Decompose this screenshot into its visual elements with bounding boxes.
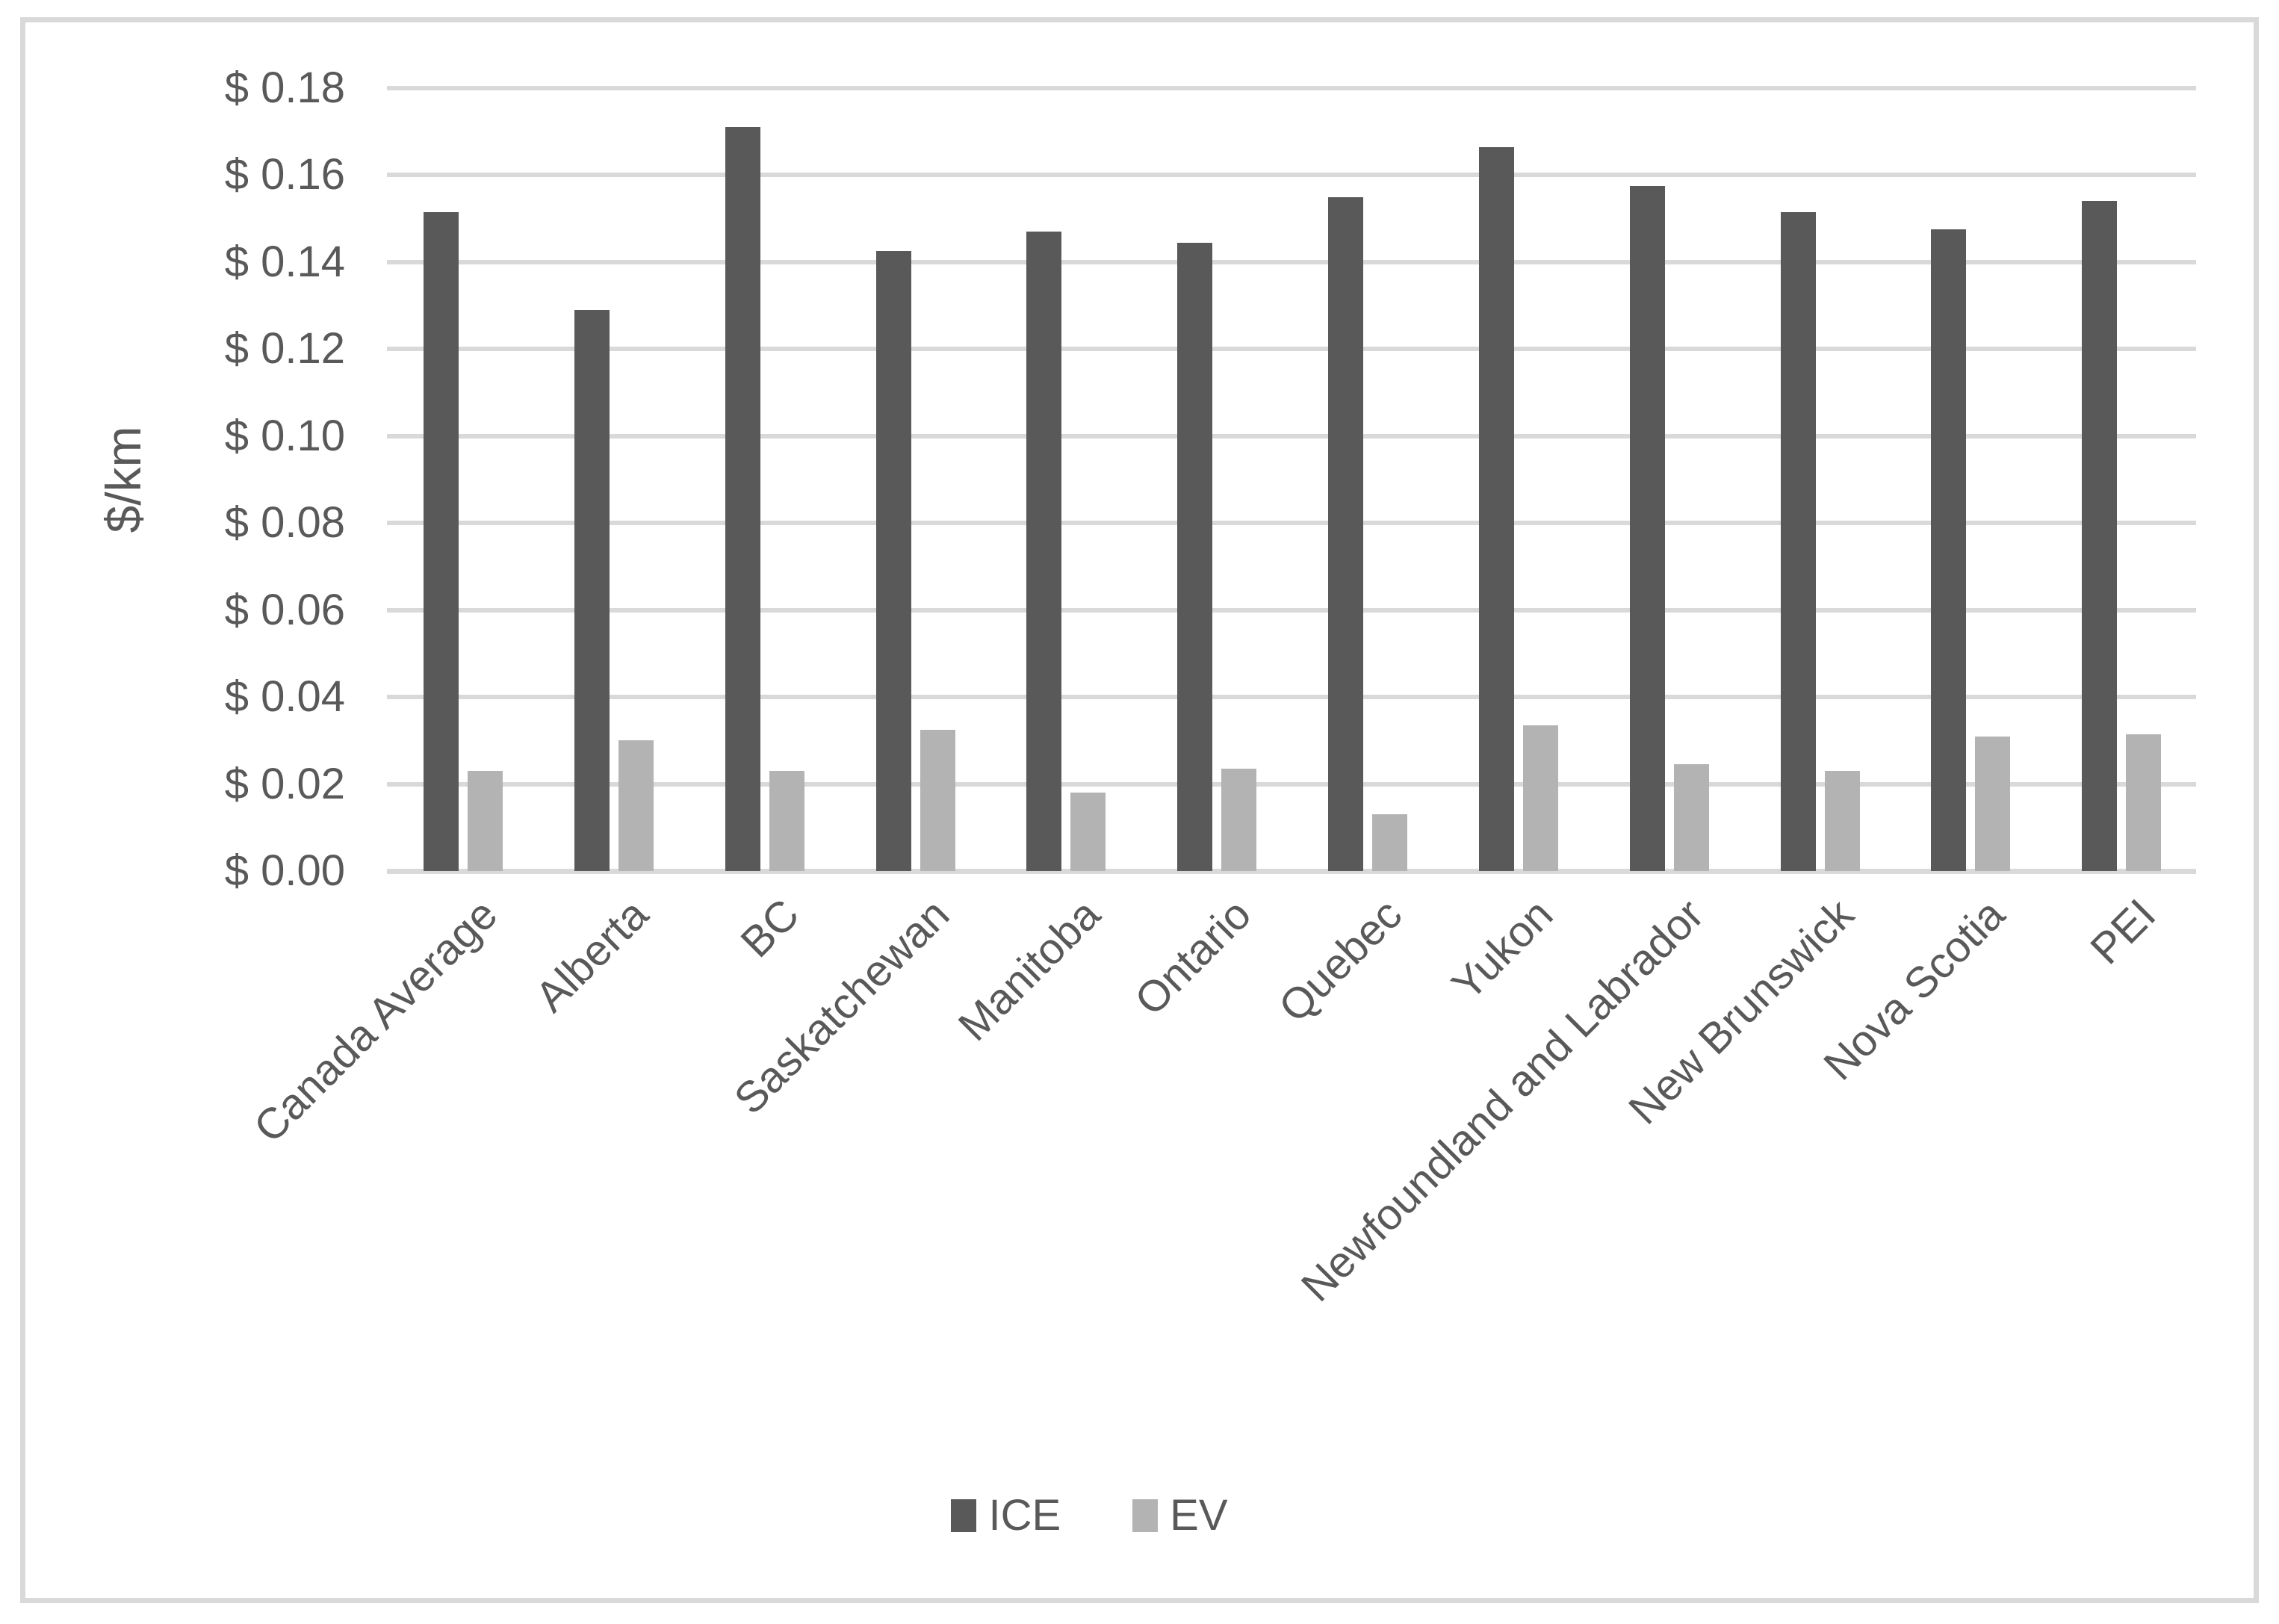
y-tick-label: $ 0.00 — [224, 846, 345, 895]
y-axis-title: $/km — [96, 426, 151, 533]
y-tick-label: $ 0.18 — [224, 63, 345, 112]
bar-ev-9 — [1674, 764, 1709, 871]
bar-ev-1 — [468, 771, 503, 871]
bar-ev-3 — [769, 771, 804, 871]
bar-ice-11 — [1931, 229, 1966, 871]
bar-ev-6 — [1221, 769, 1256, 871]
y-tick-label: $ 0.02 — [224, 759, 345, 808]
gridline — [387, 86, 2196, 90]
bar-ice-7 — [1328, 197, 1363, 871]
legend-swatch-ev-icon — [1132, 1499, 1159, 1532]
y-tick-label: $ 0.12 — [224, 324, 345, 374]
legend: ICE EV — [0, 1494, 2229, 1537]
legend-label-ev: EV — [1170, 1491, 1228, 1540]
gridline — [387, 521, 2196, 526]
bar-ice-12 — [2082, 201, 2117, 871]
legend-swatch-ice-icon — [951, 1499, 977, 1532]
legend-item-ice: ICE — [951, 1494, 1061, 1537]
legend-item-ev: EV — [1132, 1491, 1228, 1540]
bar-ice-10 — [1781, 212, 1816, 871]
bar-ice-5 — [1026, 232, 1061, 871]
bar-ev-7 — [1372, 814, 1407, 871]
bar-ice-4 — [876, 251, 911, 871]
bar-ev-5 — [1070, 793, 1106, 871]
gridline — [387, 433, 2196, 438]
plot-area — [387, 88, 2196, 871]
gridline — [387, 173, 2196, 178]
gridline — [387, 347, 2196, 352]
bar-ice-9 — [1630, 186, 1665, 871]
bar-ev-4 — [920, 730, 955, 871]
gridline — [387, 781, 2196, 787]
gridline — [387, 607, 2196, 613]
x-axis-line — [387, 869, 2196, 874]
y-tick-label: $ 0.04 — [224, 672, 345, 722]
y-tick-label: $ 0.08 — [224, 498, 345, 548]
legend-label-ice: ICE — [988, 1491, 1061, 1540]
bar-ice-3 — [725, 127, 760, 871]
bar-ice-8 — [1479, 147, 1514, 871]
bar-ev-8 — [1523, 725, 1558, 871]
bar-ev-10 — [1825, 771, 1860, 871]
bar-ev-2 — [618, 740, 654, 871]
y-tick-label: $ 0.06 — [224, 585, 345, 634]
gridline — [387, 695, 2196, 700]
gridline — [387, 259, 2196, 264]
bar-ice-6 — [1177, 243, 1212, 871]
y-tick-label: $ 0.10 — [224, 411, 345, 460]
bar-ev-11 — [1975, 737, 2010, 871]
bar-ice-2 — [574, 310, 610, 871]
bar-ice-1 — [424, 212, 459, 871]
y-tick-label: $ 0.14 — [224, 237, 345, 286]
chart-frame — [20, 17, 2259, 1603]
y-tick-label: $ 0.16 — [224, 150, 345, 199]
bar-ev-12 — [2126, 734, 2161, 871]
